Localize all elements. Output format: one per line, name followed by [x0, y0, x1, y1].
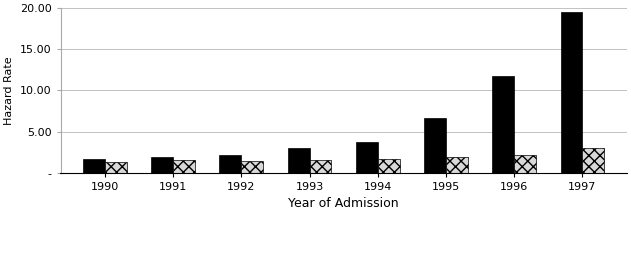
Bar	[310, 160, 331, 173]
Bar	[220, 155, 241, 173]
Bar	[105, 162, 127, 173]
Y-axis label: Hazard Rate: Hazard Rate	[4, 56, 14, 125]
Bar	[446, 157, 468, 173]
X-axis label: Year of Admission: Year of Admission	[288, 197, 399, 210]
Bar	[582, 148, 604, 173]
Bar	[561, 12, 582, 173]
Bar	[514, 155, 536, 173]
Bar	[378, 159, 399, 173]
Bar	[151, 157, 173, 173]
Bar	[173, 160, 195, 173]
Bar	[356, 142, 378, 173]
Bar	[288, 148, 310, 173]
Bar	[83, 159, 105, 173]
Bar	[424, 118, 446, 173]
Bar	[241, 161, 263, 173]
Bar	[492, 76, 514, 173]
